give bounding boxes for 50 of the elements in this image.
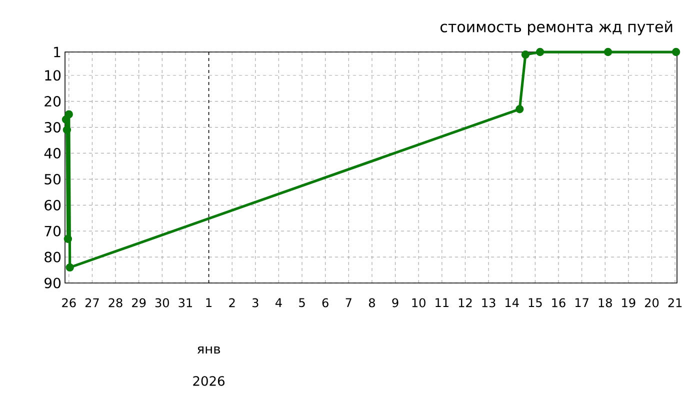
point xyxy=(66,263,74,272)
x-tick-label: 31 xyxy=(178,298,192,308)
x-tick-label: 7 xyxy=(346,298,352,307)
y-tick-label: 20 xyxy=(44,96,61,107)
x-tick-label: 30 xyxy=(155,298,169,308)
text: янв xyxy=(198,346,220,354)
x-tick-label: 13 xyxy=(482,298,496,308)
x-tick-label: 18 xyxy=(598,298,612,308)
x-tick-label: 14 xyxy=(506,298,519,307)
point xyxy=(516,105,524,114)
point xyxy=(62,115,70,124)
point xyxy=(62,126,72,134)
x-tick-label: 27 xyxy=(85,298,99,308)
x-tick-label: 6 xyxy=(322,298,328,308)
y-tick-label: 40 xyxy=(44,148,61,159)
x-tick-label: 29 xyxy=(132,298,146,308)
chart-title: стоимость ремонта жд путей xyxy=(440,20,672,36)
x-tick-label: 10 xyxy=(412,298,426,308)
y-tick-label: 70 xyxy=(44,226,61,236)
x-tick-label: 19 xyxy=(622,298,636,308)
x-tick-label: 4 xyxy=(275,298,282,307)
x-tick-label: 28 xyxy=(108,298,122,308)
x-tick-label: 11 xyxy=(436,298,448,307)
x-tick-label: 5 xyxy=(299,298,305,308)
x-tick-label: 9 xyxy=(392,298,398,308)
x-tick-label: 8 xyxy=(368,298,375,308)
y-tick-label: 50 xyxy=(44,174,61,184)
y-tick-label: 10 xyxy=(45,70,61,81)
x-tick-label: 26 xyxy=(62,298,76,308)
point xyxy=(521,50,530,59)
y-tick-label: 1 xyxy=(54,46,60,58)
x-tick-label: 15 xyxy=(528,298,542,308)
y-tick-label: 80 xyxy=(44,252,61,262)
x-tick-label: 3 xyxy=(252,298,258,308)
point xyxy=(672,48,680,56)
x-tick-label: 17 xyxy=(575,298,588,307)
y-tick-label: 90 xyxy=(44,278,61,288)
x-tick-label: 2 xyxy=(229,298,235,308)
x-tick-label: 12 xyxy=(458,298,472,308)
x-tick-label: 16 xyxy=(552,298,566,308)
point xyxy=(64,110,73,118)
text: 2026 xyxy=(193,376,224,386)
point xyxy=(536,48,544,56)
y-tick-label: 60 xyxy=(44,200,61,210)
x-tick-label: 21 xyxy=(668,298,682,308)
point xyxy=(604,48,612,56)
y-tick-label: 30 xyxy=(44,122,61,133)
x-tick-label: 20 xyxy=(644,298,659,308)
point xyxy=(64,234,72,243)
x-tick-label: 1 xyxy=(206,298,212,307)
